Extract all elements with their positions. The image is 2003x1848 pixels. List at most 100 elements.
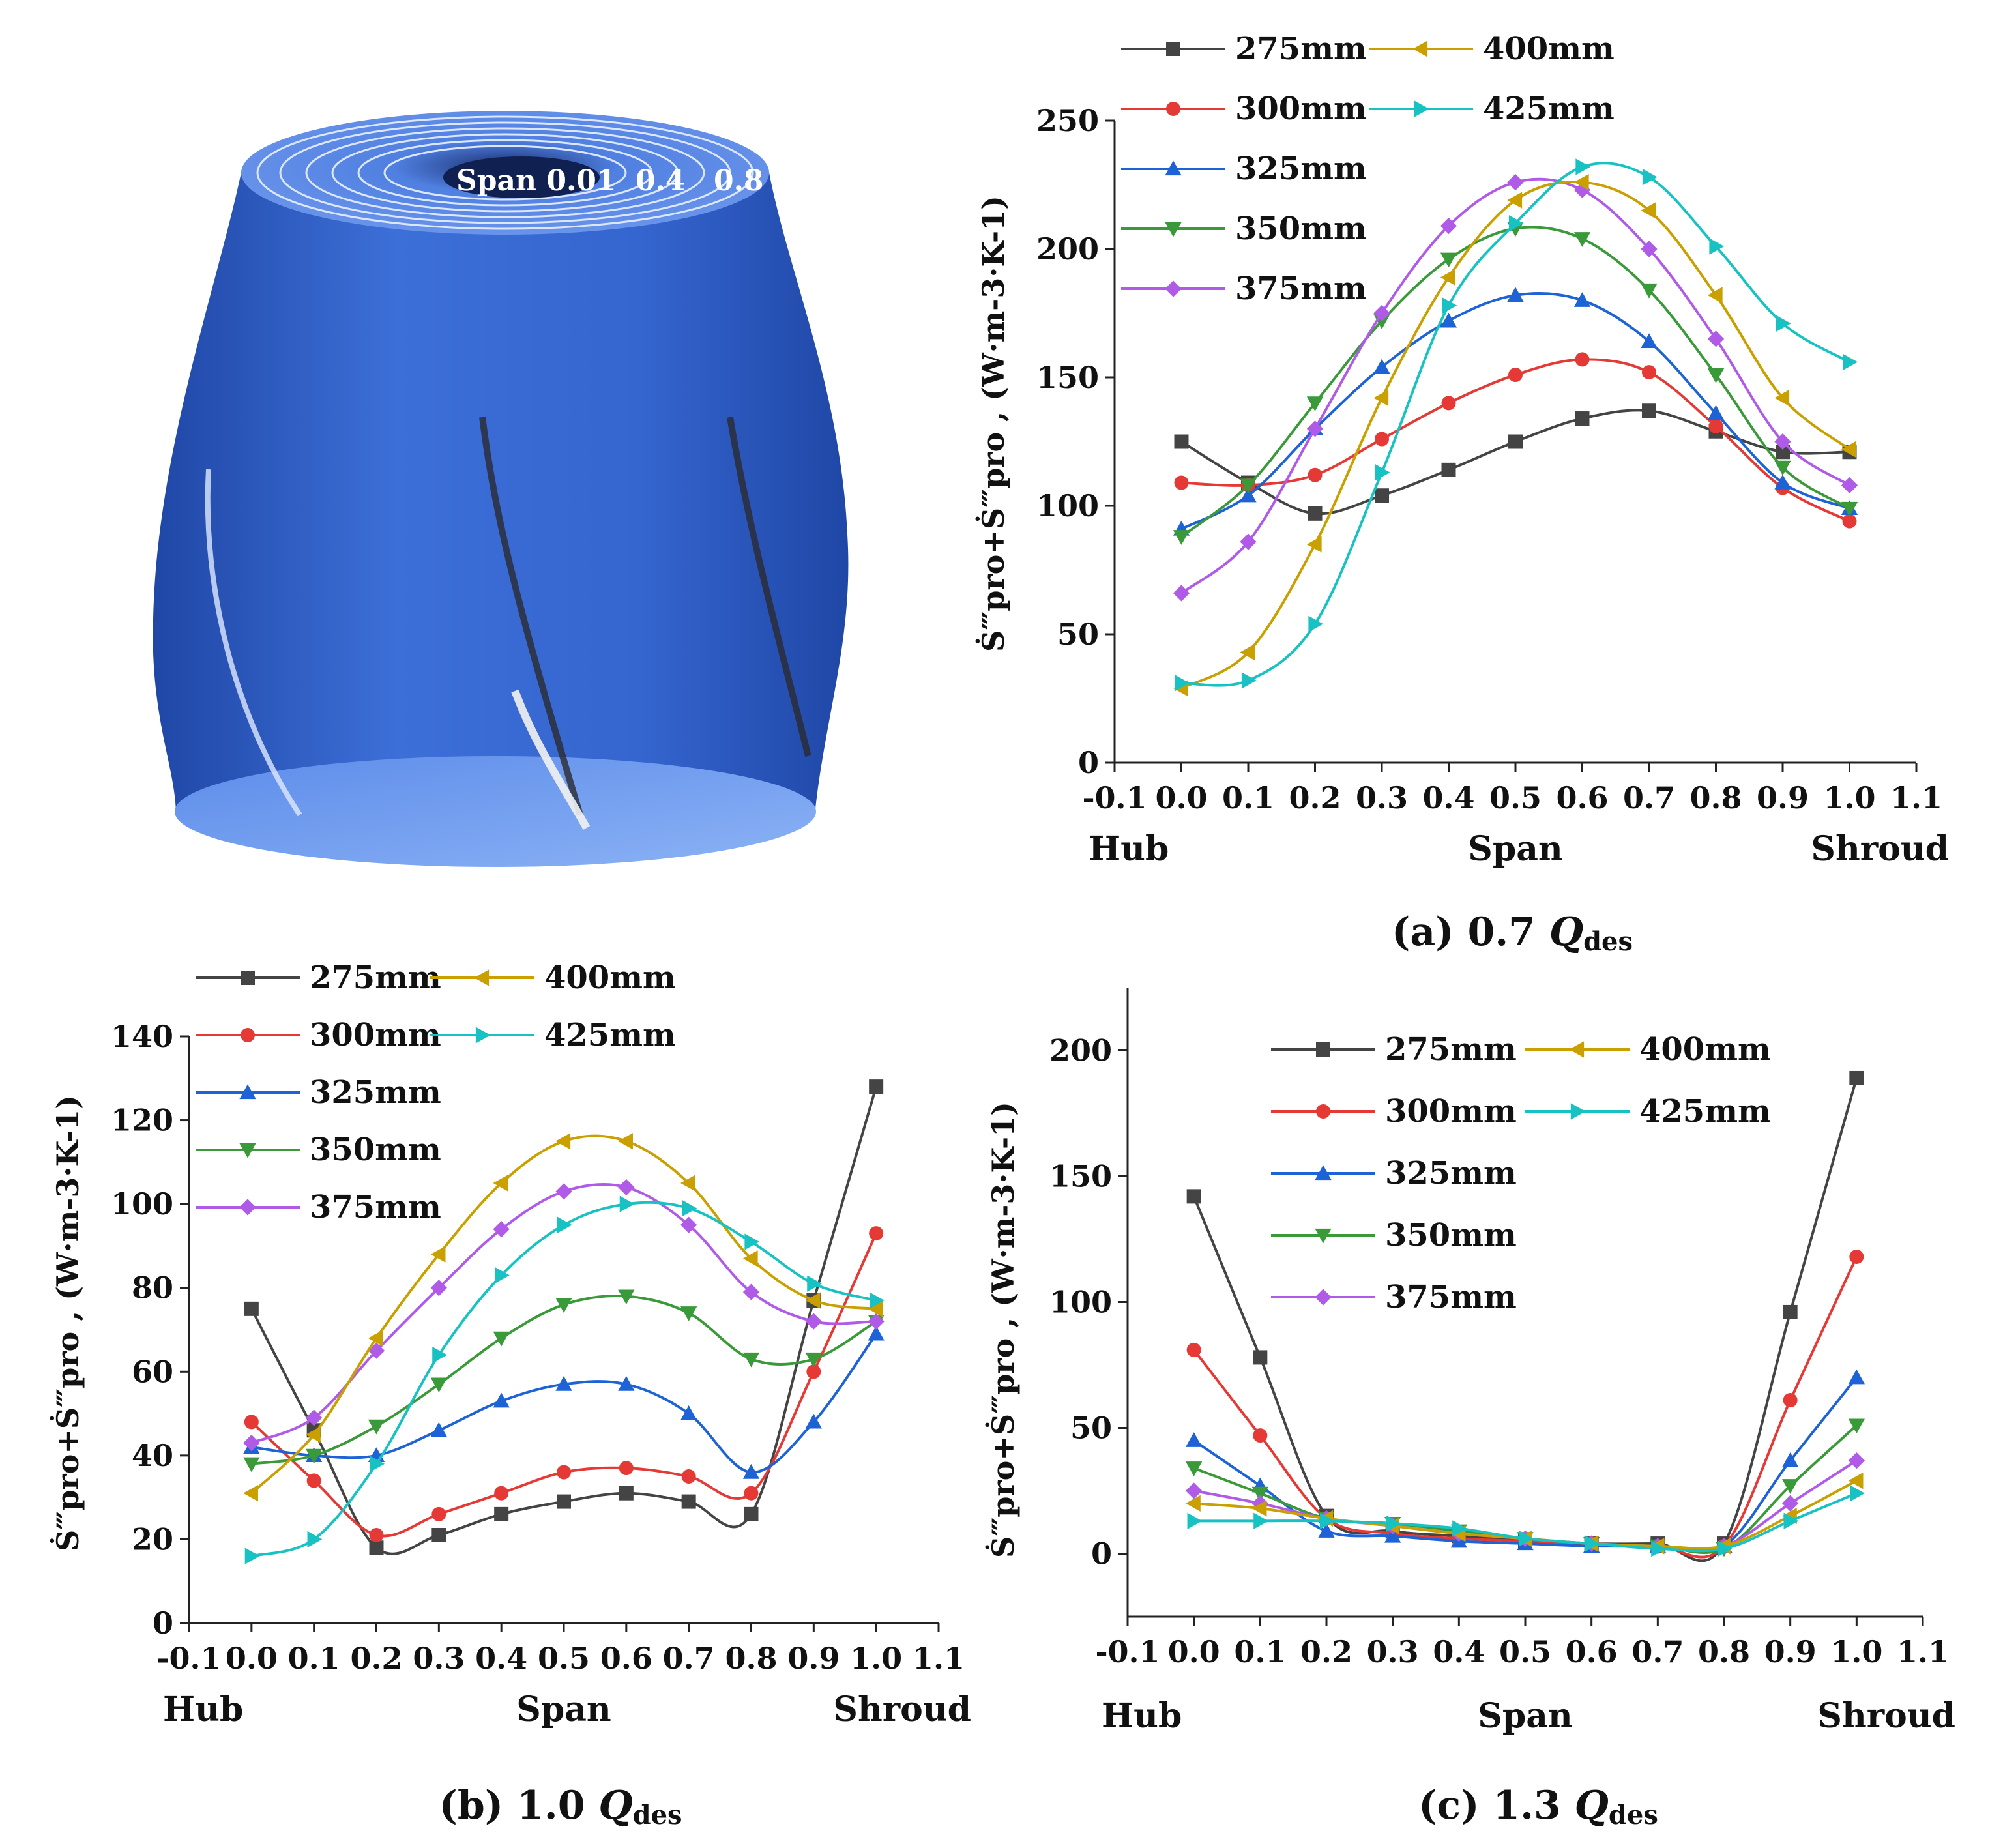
data-point-350mm <box>805 1352 822 1368</box>
data-point-375mm <box>680 1216 697 1233</box>
data-point-300mm <box>306 1473 321 1488</box>
series-line-375mm <box>1180 177 1850 594</box>
x-tick-label: 0.3 <box>413 1641 465 1676</box>
data-point-425mm <box>1783 1512 1799 1529</box>
data-point-300mm <box>1308 467 1323 482</box>
data-point-350mm <box>1841 501 1858 517</box>
data-point-275mm <box>1508 434 1523 449</box>
data-point-275mm <box>1375 488 1389 503</box>
series-line-425mm <box>1181 162 1850 687</box>
legend-label-400mm: 400mm <box>544 960 676 996</box>
data-point-400mm <box>1440 269 1455 286</box>
data-point-400mm <box>1373 389 1389 407</box>
x-tick-label: 0.2 <box>1289 780 1341 815</box>
chart-caption: (c) 1.3 Qdes <box>1418 1783 1658 1830</box>
data-point-350mm <box>618 1289 635 1305</box>
x-tick-label: 0.9 <box>787 1641 840 1676</box>
data-point-400mm <box>1841 441 1856 458</box>
data-point-325mm <box>1240 487 1257 503</box>
y-tick-label: 100 <box>1036 488 1099 523</box>
data-point-350mm <box>1641 283 1658 299</box>
data-point-300mm <box>244 1415 259 1430</box>
data-point-400mm <box>368 1330 383 1347</box>
series-425mm <box>1187 1485 1865 1557</box>
data-point-300mm <box>1253 1428 1268 1443</box>
x-tick-label: 0.9 <box>1764 1634 1817 1669</box>
data-point-425mm <box>495 1267 510 1284</box>
legend-marker-275mm <box>1316 1042 1330 1057</box>
y-axis-label: Ṡ‴pro+Ṡ‴pro , (W·m-3·K-1) <box>985 1102 1021 1558</box>
top-ring <box>256 115 754 230</box>
data-point-350mm <box>368 1419 385 1435</box>
legend-marker-275mm <box>241 971 255 985</box>
data-point-400mm <box>1186 1495 1201 1512</box>
top-ring <box>279 121 731 224</box>
chart-a: -0.1 0.0 0.1 0.2 0.3 0.4 0.5 0.6 0.7 0.8 0.9 1.0 1.1… <box>975 31 1949 957</box>
legend-label-425mm: 425mm <box>1483 91 1615 127</box>
data-point-300mm <box>557 1465 571 1480</box>
data-point-300mm <box>494 1486 509 1501</box>
top-ring <box>357 139 653 207</box>
data-point-425mm <box>1518 1530 1534 1547</box>
data-point-425mm <box>1651 1540 1666 1557</box>
y-tick-label: 60 <box>132 1354 173 1389</box>
series-line-325mm <box>251 1333 877 1474</box>
data-point-350mm <box>1782 1479 1799 1494</box>
x-tick-label: 0.2 <box>1300 1634 1352 1669</box>
legend-label-350mm: 350mm <box>310 1132 441 1168</box>
legend-marker-425mm <box>1414 100 1429 117</box>
data-point-375mm <box>1240 533 1257 550</box>
data-point-425mm <box>1508 214 1524 232</box>
span-label-1: 0.4 <box>636 164 686 198</box>
x-tick-label: 1.0 <box>1823 780 1875 815</box>
data-point-350mm <box>1173 530 1190 545</box>
legend-marker-300mm <box>1316 1104 1330 1119</box>
data-point-350mm <box>243 1457 260 1473</box>
chart-b: -0.1 0.0 0.1 0.2 0.3 0.4 0.5 0.6 0.7 0.8 0.9 1.0 1.1… <box>50 960 971 1830</box>
legend-label-300mm: 300mm <box>310 1017 441 1053</box>
legend-label-375mm: 375mm <box>310 1189 441 1225</box>
series-line-275mm <box>1192 1078 1858 1562</box>
x-tick-label: 0.7 <box>1623 780 1675 815</box>
data-point-375mm <box>1440 217 1457 235</box>
x-tick-label: 0.7 <box>1631 1634 1684 1669</box>
top-ring <box>331 133 679 213</box>
data-point-275mm <box>1308 506 1323 521</box>
data-point-425mm <box>557 1216 572 1233</box>
legend-marker-425mm <box>475 1027 491 1044</box>
data-point-350mm <box>1186 1461 1203 1476</box>
x-tick-label: -0.1 <box>1082 780 1147 815</box>
series-325mm <box>1173 287 1858 536</box>
legend-marker-325mm <box>1315 1165 1332 1181</box>
legend-marker-300mm <box>1166 102 1180 116</box>
legend-label-425mm: 425mm <box>1639 1093 1771 1130</box>
data-point-300mm <box>869 1226 884 1241</box>
span-label-0: Span 0.01 <box>456 164 617 198</box>
x-tick-label: 0.0 <box>226 1641 278 1676</box>
data-point-375mm <box>243 1434 260 1452</box>
data-point-400mm <box>1240 643 1255 661</box>
hub-label: Hub <box>1089 829 1169 869</box>
data-point-300mm <box>1508 368 1523 383</box>
legend: 275mm 300mm 325mm 350mm 375mm 400mm 425mm <box>1271 1031 1771 1315</box>
data-point-425mm <box>1452 1520 1467 1537</box>
data-point-425mm <box>1776 315 1791 332</box>
x-tick-label: 0.6 <box>1556 780 1608 815</box>
data-point-350mm <box>493 1331 510 1347</box>
hub-label: Hub <box>163 1690 243 1729</box>
data-point-425mm <box>1241 672 1257 689</box>
x-tick-label: 0.1 <box>288 1641 340 1676</box>
x-tick-label: 0.3 <box>1356 780 1408 815</box>
series-325mm <box>1186 1369 1865 1554</box>
data-point-275mm <box>681 1494 696 1509</box>
y-tick-label: 120 <box>111 1103 173 1138</box>
data-point-300mm <box>1186 1342 1201 1357</box>
legend: 275mm 300mm 325mm 350mm 375mm 400mm 425mm <box>1121 31 1615 307</box>
data-point-400mm <box>1774 389 1790 407</box>
data-point-275mm <box>369 1540 384 1555</box>
data-point-425mm <box>1642 169 1658 186</box>
data-point-425mm <box>870 1292 885 1309</box>
data-point-350mm <box>430 1377 447 1393</box>
series-300mm <box>244 1226 884 1542</box>
legend-marker-350mm <box>1315 1228 1332 1244</box>
